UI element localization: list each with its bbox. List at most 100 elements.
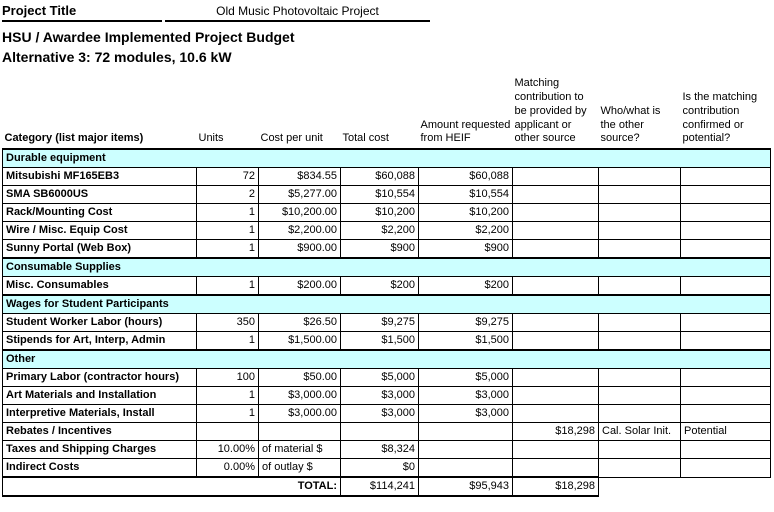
cell xyxy=(512,239,599,259)
budget-table-body: Durable equipment Mitsubishi MF165EB3 72 $8… xyxy=(2,148,771,497)
cell: $200 xyxy=(340,276,419,296)
budget-table: Category (list major items) Units Cost p… xyxy=(2,69,771,497)
cell: Indirect Costs xyxy=(2,458,197,478)
item-row: Interpretive Materials, Install 1 $3,000.0… xyxy=(2,404,771,423)
cell: $834.55 xyxy=(258,167,341,186)
item-row: Art Materials and Installation 1 $3,000.00… xyxy=(2,386,771,405)
cell xyxy=(680,276,771,296)
total-label: TOTAL: xyxy=(2,476,341,497)
cell xyxy=(680,185,771,204)
cell xyxy=(680,404,771,423)
cell: 1 xyxy=(196,386,259,405)
cell: Primary Labor (contractor hours) xyxy=(2,368,197,387)
cell: $60,088 xyxy=(418,167,513,186)
cell: $18,298 xyxy=(512,422,599,441)
cell xyxy=(418,422,513,441)
section-label: Consumable Supplies xyxy=(2,257,771,277)
item-row: Misc. Consumables 1 $200.00 $200 $200 xyxy=(2,276,771,296)
cell: $3,000 xyxy=(340,404,419,423)
cell: $900 xyxy=(418,239,513,259)
cell: $3,000.00 xyxy=(258,386,341,405)
cell xyxy=(680,458,771,478)
total-value-cell: $18,298 xyxy=(512,476,599,497)
cell xyxy=(512,203,599,222)
cell: Potential xyxy=(680,422,771,441)
cell: Mitsubishi MF165EB3 xyxy=(2,167,197,186)
cell xyxy=(598,458,681,478)
section-label: Durable equipment xyxy=(2,148,771,168)
cell xyxy=(598,221,681,240)
cell: Art Materials and Installation xyxy=(2,386,197,405)
cell: $900.00 xyxy=(258,239,341,259)
total-value-cell: $114,241 xyxy=(340,476,419,497)
cell: of material $ xyxy=(258,440,341,459)
cell xyxy=(680,221,771,240)
cell: $200 xyxy=(418,276,513,296)
cell: $26.50 xyxy=(258,313,341,332)
cell: $10,200 xyxy=(418,203,513,222)
cell xyxy=(598,167,681,186)
cell: Rebates / Incentives xyxy=(2,422,197,441)
cell: $3,000 xyxy=(418,404,513,423)
section-label: Wages for Student Participants xyxy=(2,294,771,314)
col-header-cost-per-unit: Cost per unit xyxy=(260,132,323,145)
cell: $2,200 xyxy=(340,221,419,240)
cell: $60,088 xyxy=(340,167,419,186)
project-title-label: Project Title xyxy=(2,3,162,22)
cell: 72 xyxy=(196,167,259,186)
cell xyxy=(512,331,599,351)
cell xyxy=(598,239,681,259)
total-row: TOTAL: $114,241 $95,943 $18,298 xyxy=(2,476,771,497)
cell: 100 xyxy=(196,368,259,387)
cell: Taxes and Shipping Charges xyxy=(2,440,197,459)
col-header-total-cost: Total cost xyxy=(342,132,389,145)
cell xyxy=(512,404,599,423)
cell xyxy=(598,185,681,204)
cell: SMA SB6000US xyxy=(2,185,197,204)
item-row: Indirect Costs 0.00% of outlay $ $0 xyxy=(2,458,771,478)
item-row: Mitsubishi MF165EB3 72 $834.55 $60,088 $60,0… xyxy=(2,167,771,186)
cell: Student Worker Labor (hours) xyxy=(2,313,197,332)
cell: 2 xyxy=(196,185,259,204)
cell: Stipends for Art, Interp, Admin xyxy=(2,331,197,351)
cell xyxy=(680,331,771,351)
cell: 1 xyxy=(196,404,259,423)
col-header-other-source: Who/what is the other source? xyxy=(600,104,661,145)
section-row: Consumable Supplies xyxy=(2,257,771,277)
cell: 1 xyxy=(196,239,259,259)
project-title-row: Project Title Old Music Photovoltaic Pro… xyxy=(2,3,772,22)
cell: $10,554 xyxy=(418,185,513,204)
cell: $0 xyxy=(340,458,419,478)
cell: $50.00 xyxy=(258,368,341,387)
cell xyxy=(680,386,771,405)
cell xyxy=(680,440,771,459)
cell: 10.00% xyxy=(196,440,259,459)
cell xyxy=(512,386,599,405)
item-row: Taxes and Shipping Charges 10.00% of mater… xyxy=(2,440,771,459)
cell: $8,324 xyxy=(340,440,419,459)
cell: $10,200.00 xyxy=(258,203,341,222)
section-row: Durable equipment xyxy=(2,148,771,168)
item-row: Student Worker Labor (hours) 350 $26.50 $9,… xyxy=(2,313,771,332)
cell: Interpretive Materials, Install xyxy=(2,404,197,423)
cell: $1,500 xyxy=(418,331,513,351)
cell: $3,000 xyxy=(340,386,419,405)
cell: 350 xyxy=(196,313,259,332)
item-row: Rebates / Incentives $18,298 Cal. Solar In… xyxy=(2,422,771,441)
col-header-matching-contribution: Matching contribution to be provided by … xyxy=(514,77,587,145)
cell: 1 xyxy=(196,221,259,240)
cell: $9,275 xyxy=(418,313,513,332)
section-row: Wages for Student Participants xyxy=(2,294,771,314)
item-row: Stipends for Art, Interp, Admin 1 $1,500.0… xyxy=(2,331,771,351)
cell: $2,200 xyxy=(418,221,513,240)
cell xyxy=(598,331,681,351)
cell xyxy=(512,313,599,332)
cell xyxy=(598,276,681,296)
budget-title: HSU / Awardee Implemented Project Budget xyxy=(2,29,295,45)
cell xyxy=(512,167,599,186)
cell: $3,000.00 xyxy=(258,404,341,423)
cell xyxy=(598,368,681,387)
cell xyxy=(598,404,681,423)
col-header-confirmed-potential: Is the matching contribution confirmed o… xyxy=(682,91,758,145)
